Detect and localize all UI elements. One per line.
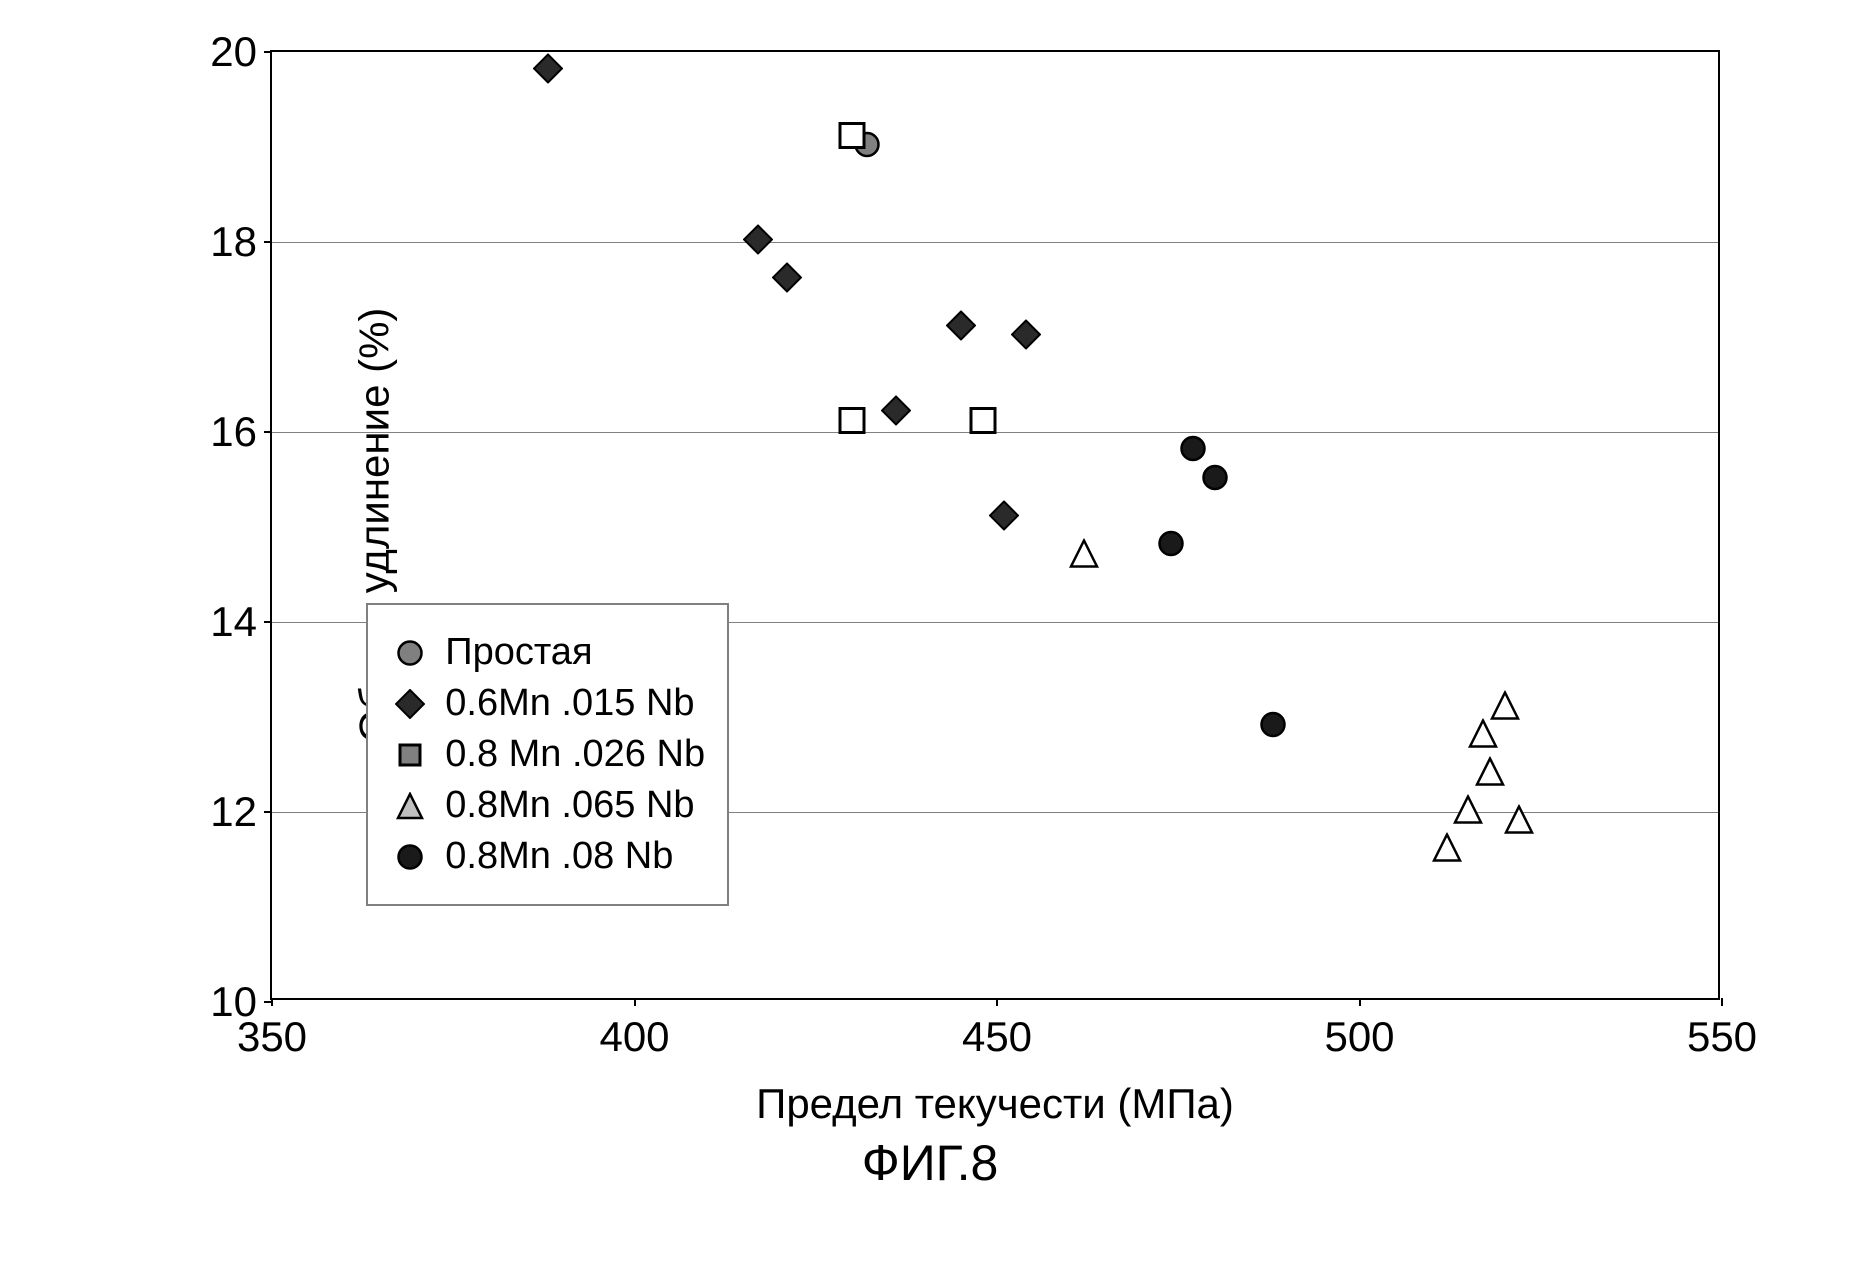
- legend-item: 0.6Mn .015 Nb: [390, 682, 705, 725]
- data-point: [946, 310, 976, 345]
- data-point: [1490, 690, 1520, 725]
- y-tick-label: 16: [210, 408, 257, 456]
- data-point: [1158, 531, 1184, 562]
- data-point: [1453, 795, 1483, 830]
- x-tick-label: 500: [1324, 1013, 1394, 1061]
- y-tick-mark: [264, 621, 272, 623]
- data-point: [881, 396, 911, 431]
- data-point: [1069, 538, 1099, 573]
- y-tick-mark: [264, 51, 272, 53]
- legend-label: 0.8Mn .065 Nb: [445, 784, 694, 827]
- legend-label: 0.8 Mn .026 Nb: [445, 733, 705, 776]
- x-tick-label: 550: [1687, 1013, 1757, 1061]
- x-tick-mark: [1721, 998, 1723, 1006]
- data-point: [533, 54, 563, 89]
- gridline: [272, 242, 1718, 243]
- y-tick-mark: [264, 241, 272, 243]
- y-tick-label: 12: [210, 788, 257, 836]
- x-tick-label: 450: [962, 1013, 1032, 1061]
- x-tick-mark: [634, 998, 636, 1006]
- legend-item: Простая: [390, 631, 705, 674]
- legend-label: 0.8Mn .08 Nb: [445, 835, 673, 878]
- legend-marker-icon: [390, 844, 430, 870]
- legend-marker-icon: [390, 792, 430, 820]
- chart-container: Общее удлинение (%) Предел текучести (МП…: [90, 40, 1770, 1220]
- legend-item: 0.8Mn .065 Nb: [390, 784, 705, 827]
- data-point: [1202, 464, 1228, 495]
- data-point: [1504, 804, 1534, 839]
- x-tick-label: 400: [599, 1013, 669, 1061]
- y-tick-label: 18: [210, 218, 257, 266]
- data-point: [1011, 320, 1041, 355]
- legend-label: Простая: [445, 631, 592, 674]
- y-tick-label: 14: [210, 598, 257, 646]
- x-tick-label: 350: [237, 1013, 307, 1061]
- x-tick-mark: [271, 998, 273, 1006]
- data-point: [969, 406, 997, 439]
- legend-item: 0.8Mn .08 Nb: [390, 835, 705, 878]
- legend-marker-icon: [390, 743, 430, 767]
- data-point: [1432, 833, 1462, 868]
- legend-marker-icon: [390, 689, 430, 719]
- y-tick-mark: [264, 811, 272, 813]
- legend: Простая 0.6Mn .015 Nb 0.8 Mn .026 Nb 0.8Mn …: [366, 603, 729, 906]
- data-point: [989, 500, 1019, 535]
- data-point: [1180, 436, 1206, 467]
- y-tick-mark: [264, 431, 272, 433]
- y-tick-label: 20: [210, 28, 257, 76]
- data-point: [838, 121, 866, 154]
- data-point: [838, 406, 866, 439]
- data-point: [772, 263, 802, 298]
- data-point: [743, 225, 773, 260]
- data-point: [1475, 757, 1505, 792]
- x-axis-label: Предел текучести (МПа): [756, 1080, 1234, 1128]
- figure-caption: ФИГ.8: [862, 1134, 999, 1192]
- legend-marker-icon: [390, 640, 430, 666]
- x-tick-mark: [1359, 998, 1361, 1006]
- legend-label: 0.6Mn .015 Nb: [445, 682, 694, 725]
- data-point: [1260, 711, 1286, 742]
- x-tick-mark: [996, 998, 998, 1006]
- plot-area: Общее удлинение (%) Предел текучести (МП…: [270, 50, 1720, 1000]
- legend-item: 0.8 Mn .026 Nb: [390, 733, 705, 776]
